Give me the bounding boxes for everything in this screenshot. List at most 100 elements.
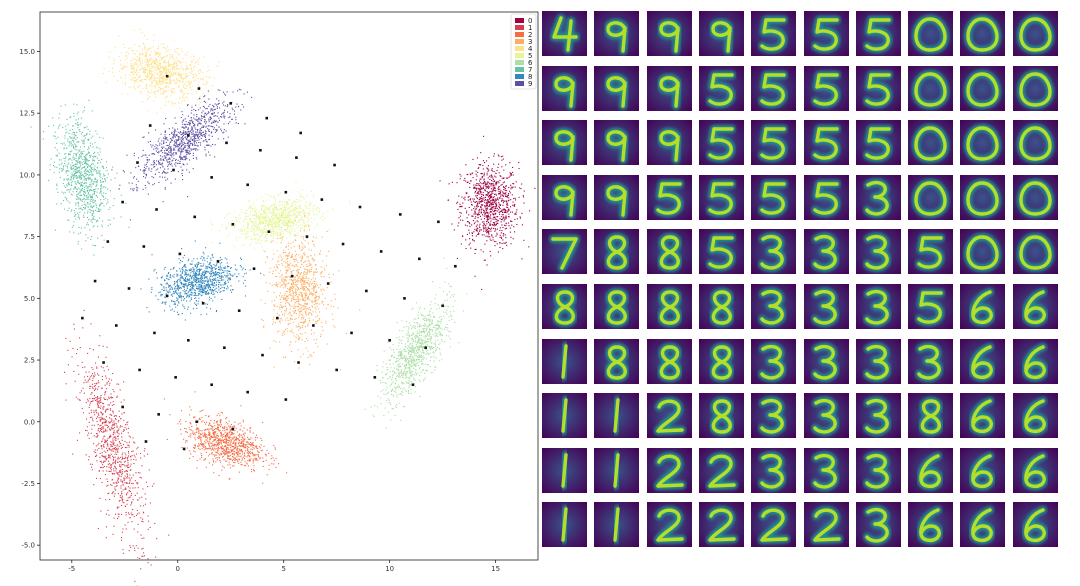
point: [248, 443, 250, 445]
point: [106, 478, 108, 480]
point: [184, 74, 186, 76]
point: [113, 448, 115, 450]
point: [309, 281, 311, 283]
point: [506, 196, 508, 198]
point: [278, 235, 280, 237]
point: [476, 230, 478, 232]
point: [226, 447, 228, 449]
point: [281, 333, 283, 335]
point: [177, 86, 179, 88]
point: [136, 74, 138, 76]
point: [199, 419, 201, 421]
point: [227, 447, 229, 449]
point: [303, 220, 305, 222]
point: [156, 73, 158, 75]
point: [298, 335, 300, 337]
point: [76, 439, 78, 441]
point: [274, 305, 276, 307]
point: [85, 454, 87, 456]
point: [102, 438, 104, 440]
point: [492, 200, 494, 202]
point: [298, 280, 300, 282]
point: [206, 436, 208, 438]
point: [474, 228, 476, 230]
point: [285, 275, 287, 277]
point: [479, 178, 481, 180]
point: [116, 425, 118, 427]
point: [494, 217, 496, 219]
point: [313, 243, 315, 245]
point: [285, 279, 287, 281]
point: [203, 449, 205, 451]
point: [128, 86, 130, 88]
point: [523, 190, 525, 192]
point: [141, 54, 143, 56]
point: [126, 428, 128, 430]
point: [125, 52, 127, 54]
point: [282, 284, 284, 286]
point: [125, 494, 127, 496]
point: [287, 297, 289, 299]
point: [109, 413, 111, 415]
point: [172, 57, 174, 59]
point: [458, 222, 460, 224]
point: [519, 216, 521, 218]
point: [112, 401, 114, 403]
point: [107, 427, 109, 429]
point: [495, 194, 497, 196]
point: [266, 256, 268, 258]
point: [209, 448, 211, 450]
point: [490, 228, 492, 230]
point: [118, 457, 120, 459]
point: [164, 69, 166, 71]
point: [220, 432, 222, 434]
point: [135, 62, 137, 64]
point: [502, 194, 504, 196]
point: [480, 206, 482, 208]
point: [492, 206, 494, 208]
point: [113, 448, 115, 450]
point: [510, 243, 512, 245]
point: [494, 187, 496, 189]
point: [222, 465, 224, 467]
point: [120, 425, 122, 427]
point: [134, 77, 136, 79]
point: [243, 452, 245, 454]
point: [491, 202, 493, 204]
point: [311, 300, 313, 302]
point: [196, 428, 198, 430]
point: [292, 321, 294, 323]
point: [89, 463, 91, 465]
point: [152, 485, 154, 487]
point: [190, 423, 192, 425]
point: [238, 435, 240, 437]
point: [116, 461, 118, 463]
point: [221, 450, 223, 452]
point: [91, 392, 93, 394]
point: [220, 452, 222, 454]
point: [95, 362, 97, 364]
point: [164, 87, 166, 89]
point: [480, 204, 482, 206]
point: [217, 446, 219, 448]
point: [216, 447, 218, 449]
point: [318, 297, 320, 299]
point: [170, 70, 172, 72]
point: [93, 424, 95, 426]
point: [96, 403, 98, 405]
point: [178, 72, 180, 74]
point: [488, 169, 490, 171]
point: [88, 459, 90, 461]
point: [497, 189, 499, 191]
point: [262, 460, 264, 462]
point: [304, 297, 306, 299]
point: [479, 180, 481, 182]
point: [237, 448, 239, 450]
point: [483, 221, 485, 223]
point: [456, 202, 458, 204]
point: [283, 219, 285, 221]
point: [158, 68, 160, 70]
point: [281, 239, 283, 241]
point: [262, 201, 264, 203]
point: [285, 299, 287, 301]
